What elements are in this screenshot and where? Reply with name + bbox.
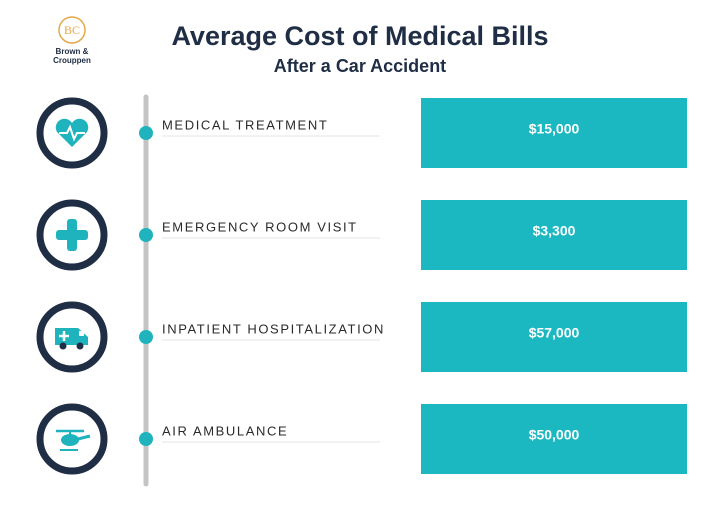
cost-value: $3,300 [533, 223, 576, 239]
logo-initials: BC [64, 23, 80, 37]
item-label: MEDICAL TREATMENT [162, 117, 328, 132]
cost-box [421, 98, 687, 168]
wheel [59, 342, 67, 350]
item-row: MEDICAL TREATMENT $15,000 [36, 97, 687, 169]
timeline-dot [139, 330, 153, 344]
plus-icon [56, 230, 88, 240]
logo-name: Brown & [56, 47, 89, 56]
item-label: EMERGENCY ROOM VISIT [162, 219, 358, 234]
cost-box [421, 200, 687, 270]
timeline-dot [139, 126, 153, 140]
pulse-line [59, 124, 85, 142]
rows: MEDICAL TREATMENT $15,000 EMERGENCY ROOM V… [36, 97, 687, 475]
ambulance-window [79, 331, 84, 336]
logo-name: Crouppen [53, 56, 91, 65]
item-row: INPATIENT HOSPITALIZATION $57,000 [36, 301, 687, 373]
item-row: AIR AMBULANCE $50,000 [36, 403, 687, 475]
cost-box [421, 404, 687, 474]
item-label: INPATIENT HOSPITALIZATION [162, 321, 385, 336]
logo-ring [58, 16, 86, 44]
subtitle: After a Car Accident [274, 56, 446, 76]
timeline-dot [139, 432, 153, 446]
item-label: AIR AMBULANCE [162, 423, 288, 438]
ambulance-cross [59, 331, 69, 341]
title: Average Cost of Medical Bills [171, 21, 548, 51]
cost-box [421, 302, 687, 372]
cost-value: $50,000 [529, 427, 580, 443]
wheel [76, 342, 84, 350]
cost-value: $15,000 [529, 121, 580, 137]
item-row: EMERGENCY ROOM VISIT $3,300 [36, 199, 687, 271]
cost-value: $57,000 [529, 325, 580, 341]
timeline-dot [139, 228, 153, 242]
helicopter-body [61, 434, 79, 446]
tail [77, 434, 91, 441]
